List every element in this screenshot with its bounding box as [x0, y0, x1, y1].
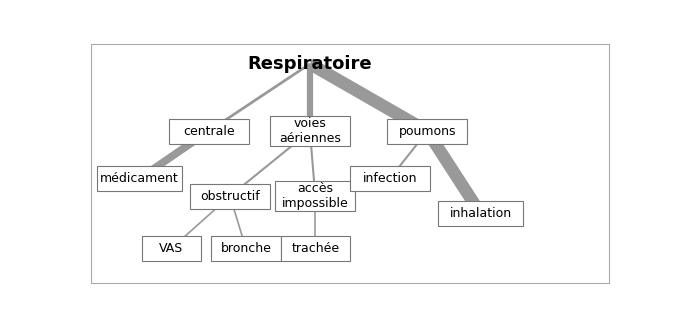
FancyBboxPatch shape	[142, 236, 201, 261]
Text: trachée: trachée	[291, 242, 339, 255]
Text: voies
aériennes: voies aériennes	[279, 117, 341, 145]
Text: bronche: bronche	[221, 242, 271, 255]
FancyBboxPatch shape	[387, 119, 467, 144]
FancyBboxPatch shape	[190, 184, 270, 209]
Text: poumons: poumons	[398, 125, 456, 138]
Text: accès
impossible: accès impossible	[282, 182, 349, 210]
FancyBboxPatch shape	[211, 236, 281, 261]
FancyBboxPatch shape	[270, 116, 350, 146]
FancyBboxPatch shape	[350, 166, 430, 191]
FancyBboxPatch shape	[169, 119, 248, 144]
Text: infection: infection	[363, 172, 417, 185]
Text: obstructif: obstructif	[200, 190, 260, 202]
FancyBboxPatch shape	[281, 236, 350, 261]
Text: VAS: VAS	[159, 242, 184, 255]
Text: inhalation: inhalation	[449, 207, 512, 220]
FancyBboxPatch shape	[275, 181, 355, 211]
Text: Respiratoire: Respiratoire	[248, 55, 372, 73]
Text: centrale: centrale	[183, 125, 235, 138]
FancyBboxPatch shape	[438, 201, 524, 226]
Text: médicament: médicament	[100, 172, 179, 185]
FancyBboxPatch shape	[96, 166, 182, 191]
